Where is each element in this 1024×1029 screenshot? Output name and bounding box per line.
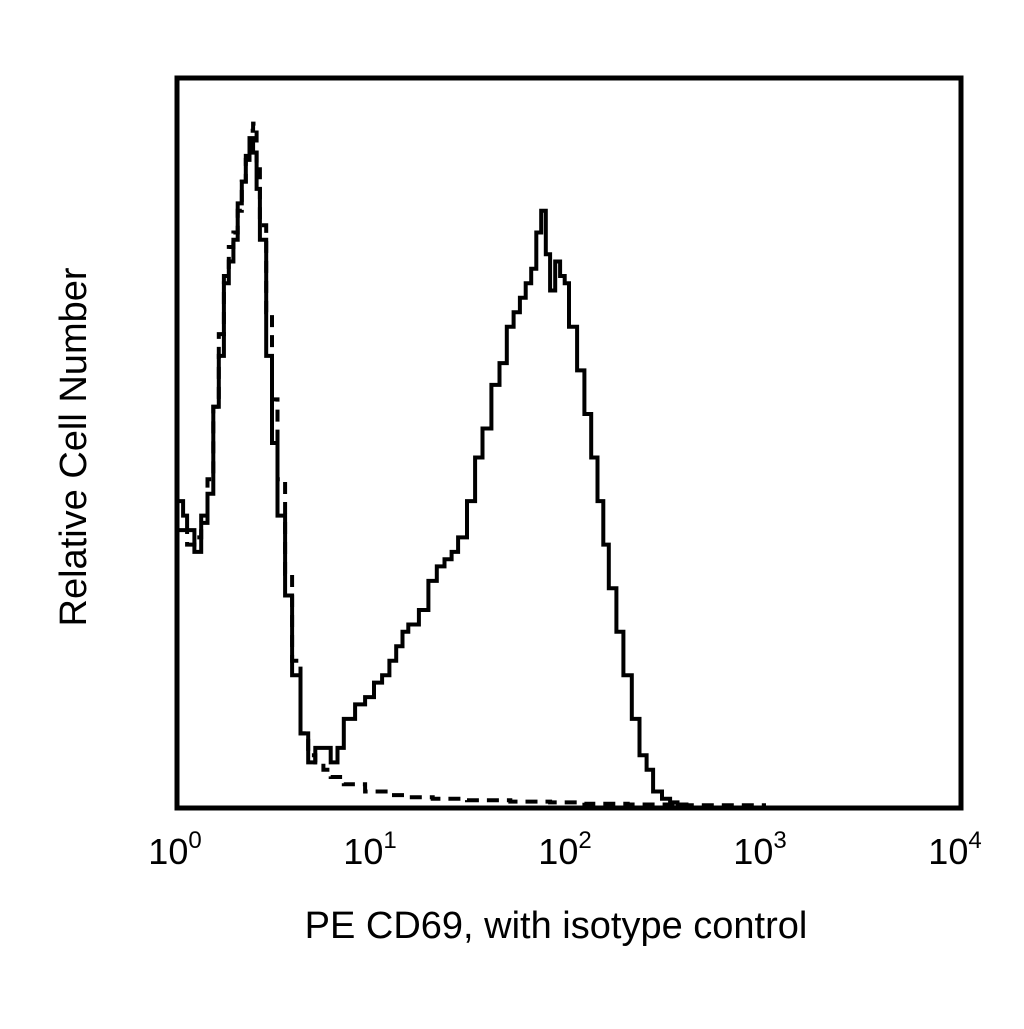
x-axis-title: PE CD69, with isotype control <box>305 905 808 947</box>
cd69-histogram <box>179 136 689 807</box>
plot-frame <box>174 75 964 811</box>
x-tick-labels: 100 101 102 103 104 <box>148 827 981 872</box>
x-tick-label-2: 102 <box>538 827 591 872</box>
isotype-control-histogram <box>179 121 766 808</box>
x-tick-label-3: 103 <box>733 827 786 872</box>
y-axis-title: Relative Cell Number <box>53 267 95 626</box>
x-tick-label-0: 100 <box>148 827 201 872</box>
series-layer <box>179 121 766 808</box>
x-tick-label-4: 104 <box>928 827 981 872</box>
x-tick-label-1: 101 <box>343 827 396 872</box>
